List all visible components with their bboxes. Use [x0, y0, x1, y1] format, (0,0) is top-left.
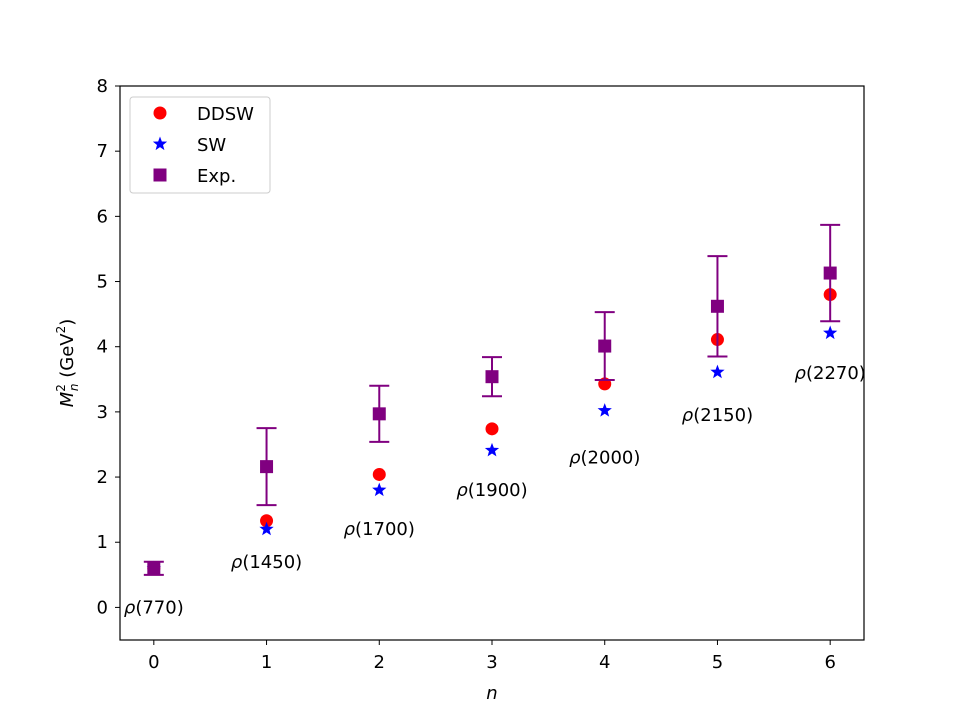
y-tick-label: 1	[97, 532, 108, 553]
y-tick-label: 6	[97, 206, 108, 227]
legend-label: SW	[197, 135, 226, 156]
annotation-label: ρ(2270)	[795, 363, 866, 384]
data-point	[597, 403, 612, 417]
x-tick-label: 5	[712, 652, 723, 673]
series-exp	[143, 223, 841, 576]
annotations: ρ(770) ρ(1450) ρ(1700) ρ(1900) ρ(2000) ρ(2150…	[124, 363, 866, 619]
data-point	[372, 407, 386, 421]
annotation-label: ρ(770)	[124, 597, 184, 618]
y-tick-label: 7	[97, 141, 108, 162]
legend-label: Exp.	[197, 166, 236, 187]
data-point	[485, 422, 499, 436]
legend-label: DDSW	[197, 104, 254, 125]
data-point	[147, 561, 161, 575]
y-tick-label: 3	[97, 402, 108, 423]
data-point	[484, 442, 500, 457]
y-tick-label: 4	[97, 337, 108, 358]
y-label-unit-close: )	[57, 319, 78, 326]
annotation-label: ρ(1700)	[344, 519, 415, 540]
y-label-unit-open: (GeV	[57, 333, 78, 384]
data-point	[372, 467, 386, 481]
x-tick-label: 2	[374, 652, 385, 673]
x-tick-label: 0	[148, 652, 159, 673]
x-tick-label: 6	[824, 652, 835, 673]
data-point	[710, 299, 724, 313]
x-axis-label: n	[486, 683, 497, 704]
y-label-sub: n	[67, 383, 81, 391]
legend-marker-ddsw	[153, 106, 167, 120]
y-tick-label: 8	[97, 76, 108, 97]
data-point	[823, 325, 838, 340]
y-tick-label: 5	[97, 272, 108, 293]
legend-marker-sw	[152, 136, 168, 151]
data-point	[710, 364, 725, 379]
y-tick-label: 0	[97, 597, 108, 618]
legend-marker-exp	[153, 168, 167, 182]
legend: DDSW SW Exp.	[129, 96, 271, 194]
annotation-label: ρ(2000)	[569, 448, 640, 469]
annotation-label: ρ(1900)	[456, 480, 527, 501]
data-point	[260, 514, 274, 528]
y-axis: 0 1 2 3 4 5 6 7 8	[97, 76, 120, 618]
x-tick-label: 3	[486, 652, 497, 673]
y-axis-label: M2n (GeV2)	[54, 319, 81, 408]
x-axis: 0 1 2 3 4 5 6	[148, 640, 836, 673]
data-point	[372, 482, 387, 497]
data-point	[259, 521, 274, 536]
annotation-label: ρ(1450)	[231, 552, 302, 573]
data-point	[485, 370, 499, 384]
y-tick-label: 2	[97, 467, 108, 488]
data-point	[260, 460, 274, 474]
x-tick-label: 1	[261, 652, 272, 673]
y-label-main: M	[57, 391, 78, 407]
annotation-label: ρ(2150)	[682, 405, 753, 426]
data-point	[598, 339, 612, 353]
y-label-unit-sup: 2	[54, 326, 68, 334]
data-point	[823, 266, 837, 280]
y-label-sup: 2	[54, 384, 68, 392]
x-tick-label: 4	[599, 652, 610, 673]
plot-area	[143, 223, 841, 576]
